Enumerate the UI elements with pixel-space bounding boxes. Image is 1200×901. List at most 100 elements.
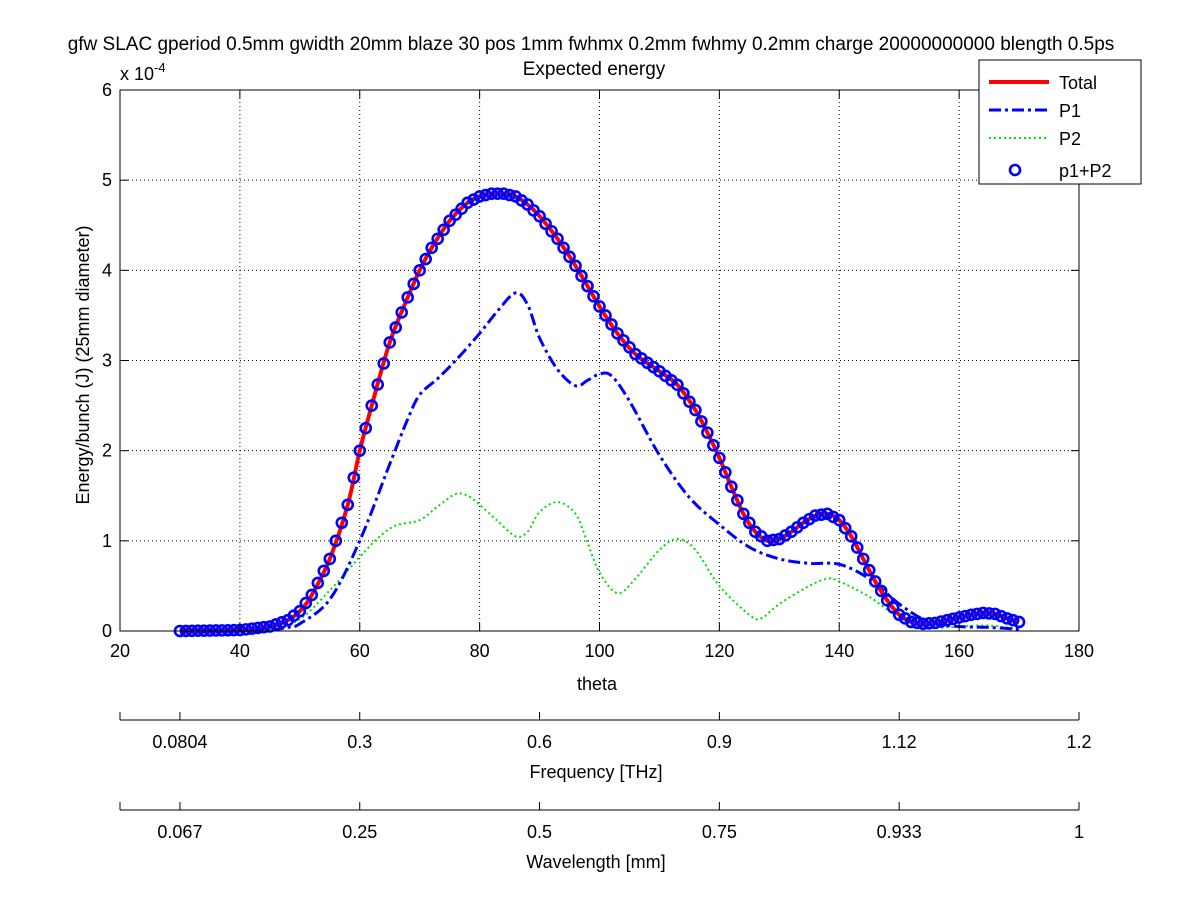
p1-p2-marker — [886, 601, 900, 614]
p1-p2-marker — [928, 616, 942, 630]
p1-p2-marker — [575, 269, 588, 283]
p1-p2-marker — [970, 607, 984, 621]
p1-p2-marker — [485, 187, 498, 200]
p1-p2-marker — [209, 624, 223, 637]
p1-p2-marker — [761, 534, 774, 548]
p1-p2-marker — [221, 623, 235, 637]
p1-p2-marker — [215, 624, 229, 637]
y-tick-label: 1 — [102, 531, 112, 551]
p1-p2-marker — [311, 576, 325, 590]
p1-p2-marker — [323, 552, 337, 566]
x-tick-label: 60 — [350, 641, 370, 661]
p1-p2-marker — [701, 426, 714, 439]
p1-p2-marker — [814, 508, 828, 521]
p1-p2-marker — [677, 386, 690, 400]
p1-p2-marker — [946, 612, 960, 626]
p1-p2-marker — [767, 533, 780, 547]
frequency-tick-label: 0.3 — [347, 732, 372, 752]
p1-p2-marker — [994, 609, 1008, 623]
p1-p2-marker — [551, 232, 564, 246]
p1-p2-marker — [904, 615, 918, 629]
p1-p2-marker — [347, 471, 361, 485]
series-layer — [173, 187, 1026, 638]
x-axis-label: theta — [577, 674, 618, 694]
p1-p2-marker — [353, 444, 367, 457]
wavelength-tick-label: 0.25 — [342, 822, 377, 842]
y-multiplier: x 10-4 — [120, 60, 166, 84]
p1-p2-marker — [605, 318, 618, 331]
p1-p2-marker — [868, 575, 882, 588]
frequency-tick-label: 1.2 — [1066, 732, 1091, 752]
x-tick-label: 120 — [704, 641, 734, 661]
y-tick-label: 6 — [102, 80, 112, 100]
p1-p2-marker — [557, 241, 570, 255]
p1-p2-marker — [1012, 615, 1026, 629]
p1-p2-marker — [395, 306, 409, 319]
p1-p2-marker — [569, 259, 582, 273]
x-tick-label: 160 — [944, 641, 974, 661]
p1-p2-marker — [695, 415, 708, 428]
wavelength-axis-label: Wavelength [mm] — [526, 852, 665, 872]
p1-p2-marker — [910, 616, 924, 630]
x-tick-label: 80 — [470, 641, 490, 661]
p1-p2-marker — [952, 611, 966, 624]
x-tick-label: 140 — [824, 641, 854, 661]
p1-p2-marker — [407, 277, 420, 291]
wavelength-axis: 0.067 0.25 0.5 0.75 0.933 1 — [119, 802, 1084, 842]
p1-p2-marker — [245, 622, 259, 635]
wavelength-tick-label: 1 — [1074, 822, 1084, 842]
legend-label: p1+P2 — [1059, 161, 1112, 181]
p1-p2-marker — [934, 615, 948, 628]
p1-p2-marker — [473, 190, 486, 203]
p1-p2-marker — [269, 618, 283, 631]
p1-p2-marker — [497, 187, 510, 200]
y-tick-label: 5 — [102, 170, 112, 190]
legend-label: Total — [1059, 73, 1097, 93]
p1-p2-marker — [227, 623, 241, 637]
p1-p2-marker — [365, 399, 379, 412]
frequency-tick-label: 0.0804 — [152, 732, 207, 752]
p1-p2-marker — [838, 521, 852, 535]
frequency-tick-label: 0.9 — [707, 732, 732, 752]
wavelength-tick-label: 0.933 — [877, 822, 922, 842]
p1-p2-marker — [539, 217, 552, 231]
p1-p2-marker — [413, 264, 426, 277]
p1-p2-marker — [317, 564, 331, 578]
p1-p2-marker — [383, 336, 397, 349]
wavelength-tick-label: 0.5 — [527, 822, 552, 842]
y-axis-label: Energy/bunch (J) (25mm diameter) — [73, 225, 93, 504]
p1-p2-marker — [737, 507, 750, 521]
p1-p2-marker — [1000, 612, 1014, 625]
chart-title-line2: Expected energy — [523, 59, 666, 80]
p1-p2-marker — [545, 224, 558, 238]
frequency-axis-label: Frequency [THz] — [529, 762, 662, 782]
p1-p2-marker — [671, 378, 684, 392]
p1-p2-marker — [874, 584, 888, 598]
legend-label: P2 — [1059, 129, 1081, 149]
p1-p2-marker — [437, 223, 450, 237]
p1-p2-marker — [401, 291, 415, 304]
y-tick-label: 3 — [102, 351, 112, 371]
frequency-axis: 0.0804 0.3 0.6 0.9 1.12 1.2 — [119, 712, 1092, 752]
p1-p2-marker — [958, 609, 972, 623]
plot-background — [120, 90, 1079, 631]
p1-p2-marker — [335, 516, 349, 530]
p1-p2-marker — [599, 309, 612, 322]
legend-label: P1 — [1059, 101, 1081, 121]
x-tick-label: 40 — [230, 641, 250, 661]
plot-area: 20 40 60 80 100 120 140 160 180 0 1 2 3 4 5 6 — [102, 80, 1094, 661]
p1-p2-marker — [689, 403, 702, 417]
p1-p2-marker — [725, 480, 738, 494]
p1-p2-marker — [880, 594, 894, 607]
frequency-tick-label: 1.12 — [882, 732, 917, 752]
p1-p2-marker — [976, 606, 990, 620]
p1-p2-marker — [683, 395, 696, 408]
p1-p2-marker — [593, 300, 606, 313]
p1-p2-marker — [731, 493, 744, 507]
series-p1-line — [179, 291, 1020, 633]
p1-p2-marker — [299, 596, 313, 610]
p1-p2-marker — [419, 252, 432, 266]
p1-p2-marker — [922, 617, 936, 630]
p1-p2-marker — [503, 188, 516, 202]
